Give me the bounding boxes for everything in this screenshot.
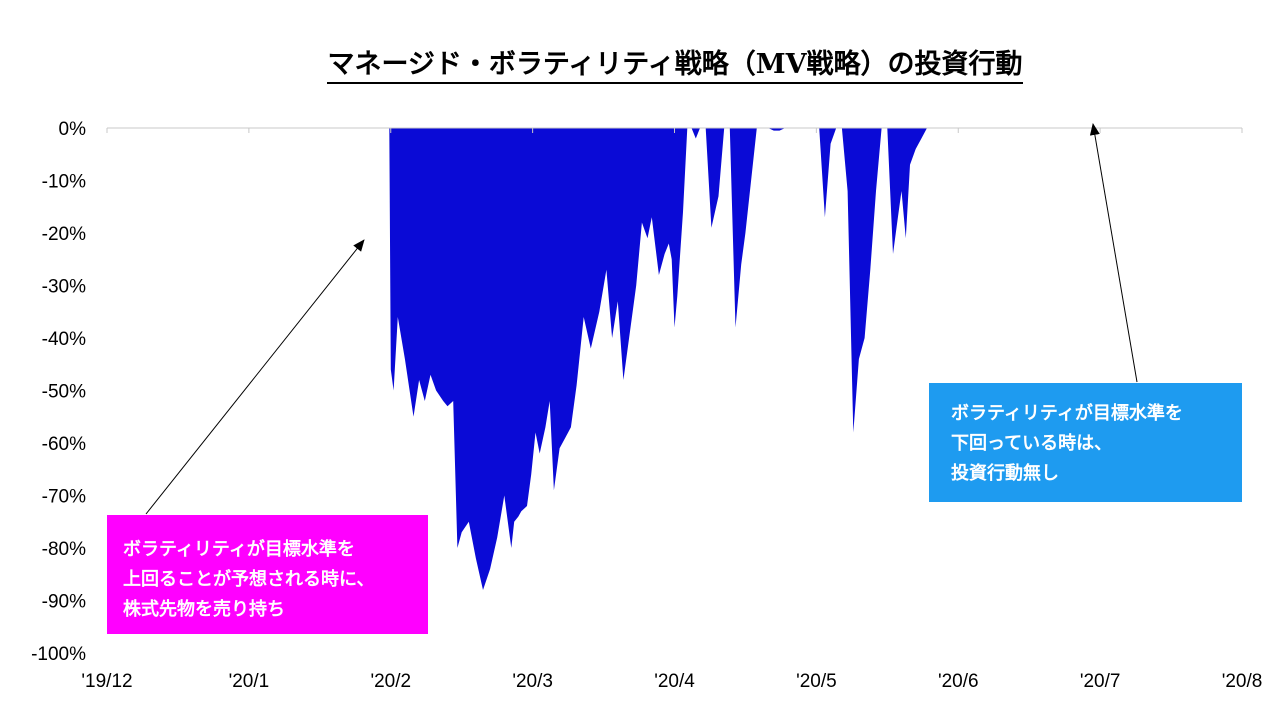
x-tick-label: '20/1 (229, 671, 270, 692)
area-series-0 (107, 128, 1242, 590)
axis-layer (106, 127, 1243, 133)
callout-short-selling: ボラティリティが目標水準を 上回ることが予想される時に、 株式先物を売り持ち (107, 515, 428, 634)
area-layer (107, 128, 1242, 590)
x-tick-label: '20/7 (1080, 671, 1121, 692)
callout-none-line-3: 投資行動無し (951, 463, 1059, 484)
chart-title: マネージド・ボラティリティ戦略（MV戦略）の投資行動 (0, 42, 1280, 84)
x-tick-label: '20/6 (938, 671, 979, 692)
chart-title-text: マネージド・ボラティリティ戦略（MV戦略）の投資行動 (327, 49, 1023, 84)
callout-short-line-3: 株式先物を売り持ち (123, 599, 285, 620)
callout-none-line-1: ボラティリティが目標水準を (951, 403, 1183, 424)
x-tick-label: '20/2 (370, 671, 411, 692)
y-tick-label: -30% (42, 277, 86, 298)
arrow-short-pointer (145, 239, 365, 515)
arrow-none-pointer (1089, 123, 1138, 383)
x-tick-labels: '19/12 '20/1 '20/2 '20/3 '20/4 '20/5 '20/6 '20/… (81, 671, 1262, 692)
x-tick-label: '20/4 (654, 671, 695, 692)
y-tick-label: 0% (59, 119, 87, 140)
y-tick-label: -60% (42, 434, 86, 455)
y-tick-label: -70% (42, 487, 86, 508)
x-tick-label: '20/3 (512, 671, 553, 692)
y-tick-label: -10% (42, 172, 86, 193)
y-tick-label: -90% (42, 592, 86, 613)
x-tick-label: '20/8 (1222, 671, 1263, 692)
callout-short-line-1: ボラティリティが目標水準を (123, 539, 355, 560)
callout-short-line-2: 上回ることが予想される時に、 (123, 569, 375, 590)
callout-none-line-2: 下回っている時は、 (951, 433, 1113, 454)
callout-no-action: ボラティリティが目標水準を 下回っている時は、 投資行動無し (929, 383, 1242, 502)
y-tick-label: -40% (42, 329, 86, 350)
y-tick-label: -20% (42, 224, 86, 245)
y-tick-label: -100% (31, 644, 86, 665)
y-tick-labels: 0% -10% -20% -30% -40% -50% -60% -70% -80% -90% -1… (31, 119, 86, 665)
x-tick-label: '19/12 (81, 671, 132, 692)
y-tick-label: -50% (42, 382, 86, 403)
x-tick-label: '20/5 (796, 671, 837, 692)
y-tick-label: -80% (42, 539, 86, 560)
